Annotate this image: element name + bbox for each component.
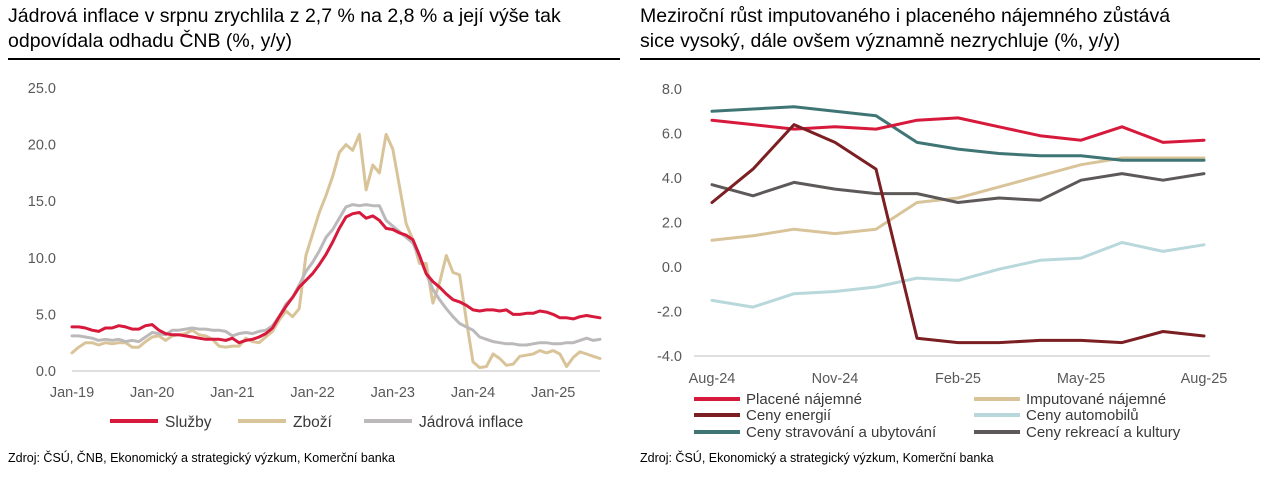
left-x-tick-label: Jan-24 <box>451 385 495 401</box>
left-y-tick-label: 15.0 <box>28 194 56 210</box>
right-chart-panel: Meziroční růst imputovaného i placeného … <box>632 0 1270 478</box>
right-x-tick-label: Feb-25 <box>935 371 981 387</box>
left-y-tick-label: 10.0 <box>28 251 56 267</box>
left-chart-title: Jádrová inflace v srpnu zrychlila z 2,7 … <box>8 4 623 54</box>
legend-item-zbozi: Zboží <box>238 414 332 431</box>
right-y-tick-label: 6.0 <box>662 127 682 143</box>
left-y-tick-label: 5.0 <box>36 307 56 323</box>
legend-label-zbozi: Zboží <box>293 414 332 431</box>
legend-item-jadrova-inflace: Jádrová inflace <box>364 414 523 431</box>
right-line-chart: -4.0 -2.0 0.0 2.0 4.0 6.0 8.0 Aug-24 Nov-24 Feb-2… <box>657 82 1228 441</box>
right-title-line-2: sice vysoký, dále ovšem významně nezrych… <box>640 30 1121 52</box>
right-x-tick-label: Aug-24 <box>689 371 736 387</box>
legend-label-placene-najemne: Placené nájemné <box>746 391 862 408</box>
left-x-tick-label: Jan-21 <box>210 385 254 401</box>
series-line-ceny-stravovani-a-ubytovani <box>710 105 1206 162</box>
left-chart-panel: Jádrová inflace v srpnu zrychlila z 2,7 … <box>0 0 628 478</box>
series-line-sluzby <box>70 211 602 345</box>
right-title-rule <box>640 58 1260 60</box>
right-source-note: Zdroj: ČSÚ, Ekonomický a strategický výz… <box>640 451 994 465</box>
right-y-tick-label: 2.0 <box>662 216 682 232</box>
right-x-tick-label: Nov-24 <box>812 371 859 387</box>
series-line-jadrova-inflace <box>70 203 602 347</box>
legend-item-ceny-stravovani-a-ubytovani: Ceny stravování a ubytování <box>694 424 937 441</box>
left-source-note: Zdroj: ČSÚ, ČNB, Ekonomický a strategick… <box>8 451 395 465</box>
legend-label-jadrova-inflace: Jádrová inflace <box>419 414 523 431</box>
series-line-zbozi <box>70 132 602 370</box>
left-title-rule <box>8 58 620 60</box>
legend-label-ceny-energii: Ceny energií <box>746 407 832 424</box>
legend-label-ceny-automobilu: Ceny automobilů <box>1026 407 1139 424</box>
legend-label-sluzby: Služby <box>165 414 212 431</box>
right-y-tick-label: 8.0 <box>662 82 682 98</box>
series-line-imputovane-najemne <box>710 156 1206 242</box>
right-x-tick-label: Aug-25 <box>1181 371 1228 387</box>
left-title-line-1: Jádrová inflace v srpnu zrychlila z 2,7 … <box>8 5 561 27</box>
right-chart-title: Meziroční růst imputovaného i placeného … <box>640 4 1255 54</box>
left-title-line-2: odpovídala odhadu ČNB (%, y/y) <box>8 30 292 52</box>
series-line-ceny-energii <box>710 123 1206 345</box>
legend-item-imputovane-najemne: Imputované nájemné <box>974 391 1166 408</box>
legend-item-sluzby: Služby <box>110 414 212 431</box>
legend-item-ceny-energii: Ceny energií <box>694 407 832 424</box>
legend-item-ceny-rekreaci-a-kultury: Ceny rekreací a kultury <box>974 424 1181 441</box>
left-x-tick-label: Jan-19 <box>50 385 94 401</box>
right-y-tick-label: -2.0 <box>657 305 682 321</box>
right-x-tick-label: May-25 <box>1057 371 1105 387</box>
series-line-placene-najemne <box>710 116 1206 144</box>
legend-label-ceny-rekreaci-a-kultury: Ceny rekreací a kultury <box>1026 424 1181 441</box>
legend-item-ceny-automobilu: Ceny automobilů <box>974 407 1139 424</box>
series-line-ceny-automobilu <box>710 241 1206 309</box>
left-x-tick-label: Jan-25 <box>531 385 575 401</box>
left-x-tick-label: Jan-22 <box>290 385 334 401</box>
left-y-tick-label: 0.0 <box>36 364 56 380</box>
left-x-tick-label: Jan-23 <box>371 385 415 401</box>
series-line-ceny-rekreaci-a-kultury <box>710 172 1206 204</box>
right-y-tick-label: 0.0 <box>662 260 682 276</box>
left-x-tick-label: Jan-20 <box>130 385 174 401</box>
left-line-chart: 0.0 5.0 10.0 15.0 20.0 25.0 Jan-19 Jan-20 Jan-21… <box>28 81 602 431</box>
right-y-tick-label: -4.0 <box>657 349 682 365</box>
right-y-tick-label: 4.0 <box>662 171 682 187</box>
legend-label-imputovane-najemne: Imputované nájemné <box>1026 391 1166 408</box>
legend-label-ceny-stravovani-a-ubytovani: Ceny stravování a ubytování <box>746 424 937 441</box>
legend-item-placene-najemne: Placené nájemné <box>694 391 862 408</box>
left-y-tick-label: 20.0 <box>28 138 56 154</box>
right-title-line-1: Meziroční růst imputovaného i placeného … <box>640 5 1171 27</box>
left-y-tick-label: 25.0 <box>28 81 56 97</box>
